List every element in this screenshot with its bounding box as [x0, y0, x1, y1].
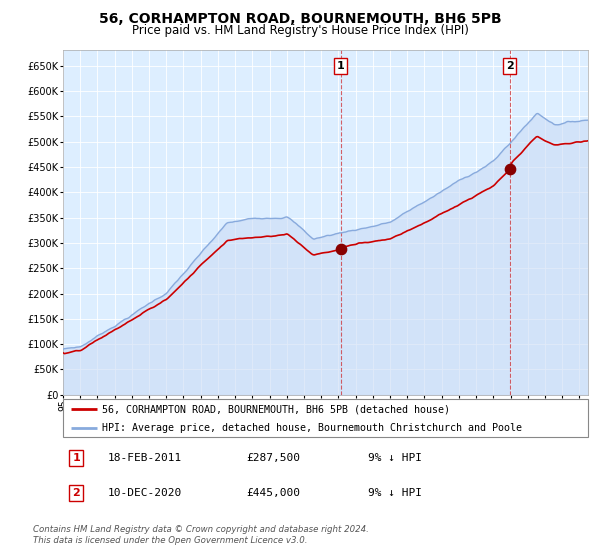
Text: £445,000: £445,000: [247, 488, 301, 498]
Text: 9% ↓ HPI: 9% ↓ HPI: [367, 452, 421, 463]
Text: HPI: Average price, detached house, Bournemouth Christchurch and Poole: HPI: Average price, detached house, Bour…: [103, 423, 523, 433]
Point: [505, 165, 514, 174]
Text: 56, CORHAMPTON ROAD, BOURNEMOUTH, BH6 5PB: 56, CORHAMPTON ROAD, BOURNEMOUTH, BH6 5P…: [98, 12, 502, 26]
Text: 18-FEB-2011: 18-FEB-2011: [107, 452, 182, 463]
Text: 2: 2: [72, 488, 80, 498]
Point: [336, 245, 346, 254]
Text: £287,500: £287,500: [247, 452, 301, 463]
Text: 9% ↓ HPI: 9% ↓ HPI: [367, 488, 421, 498]
Text: Contains HM Land Registry data © Crown copyright and database right 2024.
This d: Contains HM Land Registry data © Crown c…: [33, 525, 369, 545]
Text: 1: 1: [72, 452, 80, 463]
Text: 1: 1: [337, 60, 344, 71]
Text: 10-DEC-2020: 10-DEC-2020: [107, 488, 182, 498]
Text: 2: 2: [506, 60, 514, 71]
FancyBboxPatch shape: [63, 399, 588, 437]
Text: Price paid vs. HM Land Registry's House Price Index (HPI): Price paid vs. HM Land Registry's House …: [131, 24, 469, 37]
Text: 56, CORHAMPTON ROAD, BOURNEMOUTH, BH6 5PB (detached house): 56, CORHAMPTON ROAD, BOURNEMOUTH, BH6 5P…: [103, 404, 451, 414]
